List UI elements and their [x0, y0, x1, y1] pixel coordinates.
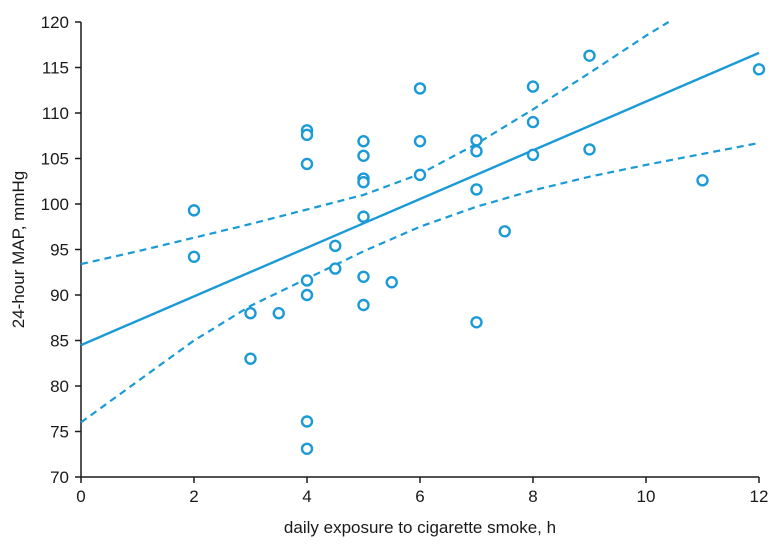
data-point [357, 210, 370, 223]
data-point [413, 135, 427, 148]
x-tick-label: 6 [415, 487, 424, 506]
regression-line [80, 51, 760, 347]
data-point [526, 80, 540, 93]
y-axis-ticks: 70 75 80 85 90 95 100 105 110 115 120 [41, 13, 81, 487]
data-point [470, 183, 483, 196]
x-tick-label: 12 [750, 487, 769, 506]
data-point [357, 135, 370, 148]
x-tick-label: 10 [637, 487, 656, 506]
data-point [470, 145, 483, 158]
y-tick-label: 70 [50, 468, 69, 487]
data-point [526, 115, 540, 129]
data-point [187, 250, 201, 263]
data-point [187, 204, 201, 217]
y-tick-label: 80 [50, 377, 69, 396]
data-point [329, 262, 342, 275]
y-tick-label: 105 [41, 150, 69, 169]
confidence-band-lower [80, 141, 760, 424]
y-tick-label: 115 [42, 59, 69, 78]
x-axis-ticks: 0 2 4 6 8 10 12 [76, 477, 768, 506]
data-point [244, 352, 257, 365]
y-tick-label: 90 [50, 286, 69, 305]
data-point [244, 307, 257, 320]
data-point [470, 134, 483, 147]
data-point [300, 157, 314, 171]
data-point [300, 128, 314, 142]
data-point [357, 298, 370, 312]
x-tick-label: 2 [189, 487, 198, 506]
y-tick-label: 85 [50, 332, 69, 351]
data-point [300, 442, 314, 455]
y-tick-label: 75 [50, 423, 69, 442]
x-tick-label: 8 [528, 487, 537, 506]
data-point [583, 49, 596, 62]
x-tick-label: 4 [302, 487, 311, 506]
data-point [470, 316, 483, 329]
regression-layer [80, 21, 760, 424]
y-tick-label: 100 [41, 195, 69, 214]
data-point [329, 239, 342, 253]
x-tick-label: 0 [76, 487, 85, 506]
data-point [413, 82, 427, 95]
y-tick-label: 110 [42, 104, 69, 123]
y-axis-label: 24-hour MAP, mmHg [9, 171, 28, 328]
data-point [498, 225, 511, 238]
data-point [385, 276, 398, 289]
data-point [300, 415, 314, 428]
data-point [526, 148, 540, 162]
data-point [300, 288, 314, 302]
data-point [696, 174, 709, 187]
data-point [357, 149, 370, 162]
data-point [357, 270, 370, 283]
x-axis-label: daily exposure to cigarette smoke, h [284, 518, 556, 537]
data-point [272, 307, 285, 320]
data-point [357, 175, 370, 189]
data-points [187, 49, 766, 455]
data-point [413, 168, 427, 182]
y-tick-label: 95 [50, 241, 69, 260]
confidence-band-upper [80, 21, 670, 266]
data-point [583, 143, 596, 156]
y-tick-label: 120 [41, 13, 69, 32]
data-point [752, 63, 766, 76]
data-point [300, 274, 314, 287]
